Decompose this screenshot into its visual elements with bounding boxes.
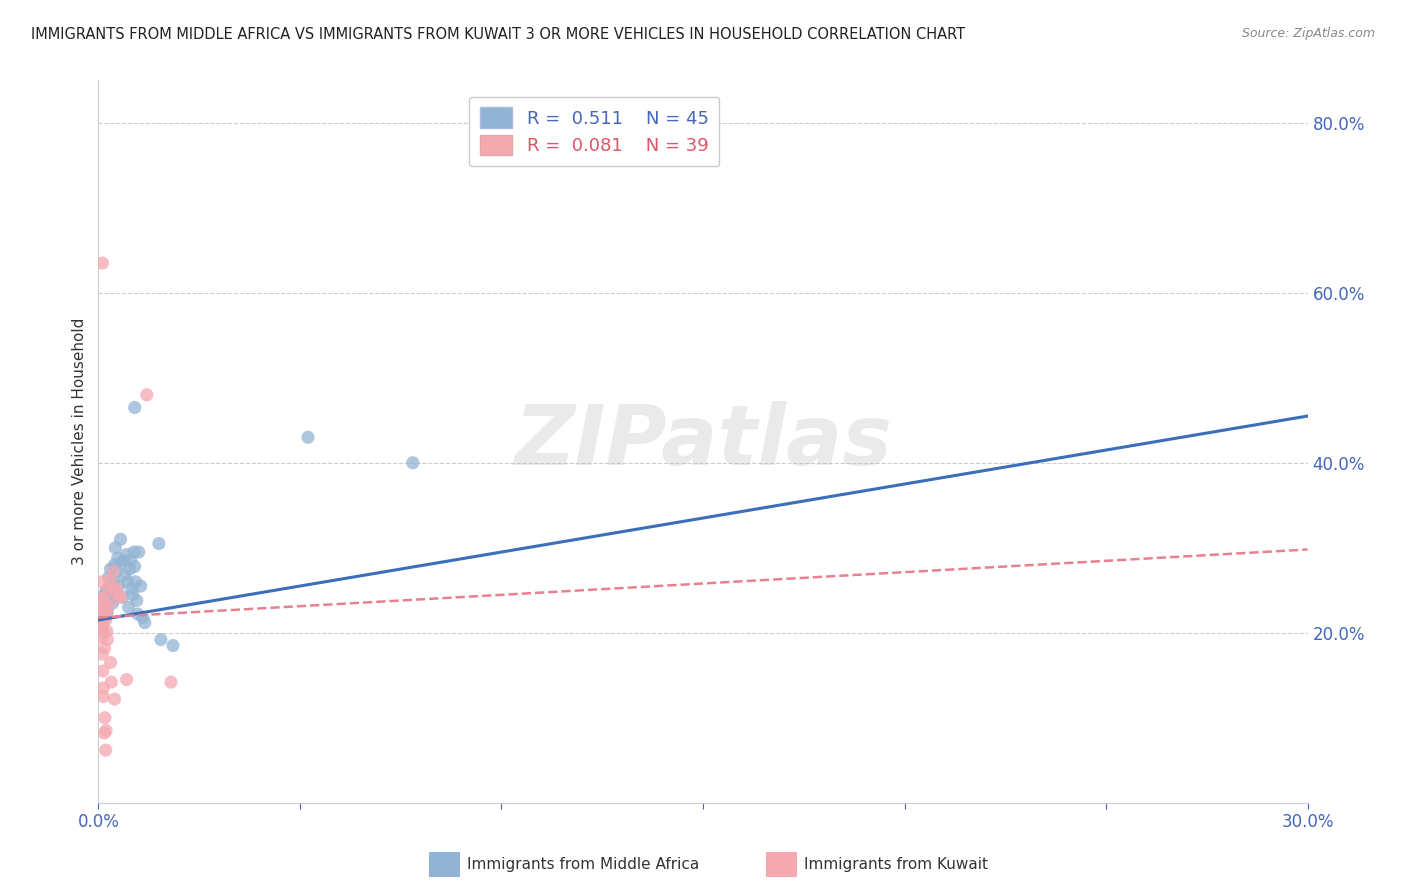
Point [100,562,122,576]
Point [107,590,129,604]
Point [160,675,183,690]
Point [98,573,121,587]
Point [101,582,124,596]
Point [98,591,121,606]
Point [101,596,124,610]
Point [103,558,125,572]
Point [91,600,114,615]
Point [110,590,132,604]
Point [103,565,125,579]
Point [91,647,114,661]
Point [91,608,114,623]
Point [91,256,114,270]
Point [111,556,134,570]
Point [132,610,155,624]
Point [125,593,148,607]
Point [97,582,120,596]
Point [118,600,141,615]
Point [93,608,115,623]
Point [90,608,112,623]
Point [127,607,149,621]
Point [105,582,128,596]
Text: Source: ZipAtlas.com: Source: ZipAtlas.com [1241,27,1375,40]
Point [148,536,170,550]
Point [128,545,150,559]
Point [122,545,145,559]
Point [117,574,139,589]
Point [91,617,114,632]
Point [94,743,117,757]
Point [94,613,117,627]
Point [100,675,122,690]
Point [93,726,115,740]
Point [111,590,134,604]
Point [94,600,117,615]
Point [134,615,156,630]
Point [162,639,184,653]
Point [124,401,146,415]
Point [94,723,117,738]
Point [402,456,425,470]
Point [91,690,114,704]
Point [114,568,136,582]
Point [297,430,319,444]
Point [105,565,128,579]
Point [97,599,120,613]
Point [90,574,112,589]
Point [124,559,146,574]
Point [90,630,112,644]
Point [135,388,157,402]
Point [96,605,118,619]
Text: Immigrants from Middle Africa: Immigrants from Middle Africa [467,857,699,871]
Point [94,599,117,613]
Point [107,579,129,593]
Point [129,579,152,593]
Point [100,656,122,670]
Point [90,591,112,606]
Point [107,551,129,566]
Text: IMMIGRANTS FROM MIDDLE AFRICA VS IMMIGRANTS FROM KUWAIT 3 OR MORE VEHICLES IN HO: IMMIGRANTS FROM MIDDLE AFRICA VS IMMIGRA… [31,27,965,42]
Point [96,607,118,621]
Point [96,624,118,639]
Point [115,548,138,562]
Point [90,622,112,636]
Point [110,533,132,547]
Text: ZIPatlas: ZIPatlas [515,401,891,482]
Legend: R =  0.511    N = 45, R =  0.081    N = 39: R = 0.511 N = 45, R = 0.081 N = 39 [468,96,720,166]
Point [93,625,115,640]
Text: Immigrants from Kuwait: Immigrants from Kuwait [804,857,988,871]
Point [115,673,138,687]
Point [149,632,172,647]
Point [93,588,115,602]
Point [93,591,115,606]
Point [93,641,115,656]
Point [121,588,143,602]
Point [104,541,127,555]
Point [96,583,118,598]
Point [100,582,122,596]
Point [96,632,118,647]
Point [94,711,117,725]
Point [91,613,114,627]
Point [89,622,111,636]
Point [112,553,135,567]
Point [103,574,125,589]
Point [118,562,141,576]
Point [121,582,143,596]
Point [97,570,120,584]
Y-axis label: 3 or more Vehicles in Household: 3 or more Vehicles in Household [72,318,87,566]
Point [103,692,125,706]
Point [91,681,114,695]
Point [91,664,114,678]
Point [124,574,146,589]
Point [120,553,142,567]
